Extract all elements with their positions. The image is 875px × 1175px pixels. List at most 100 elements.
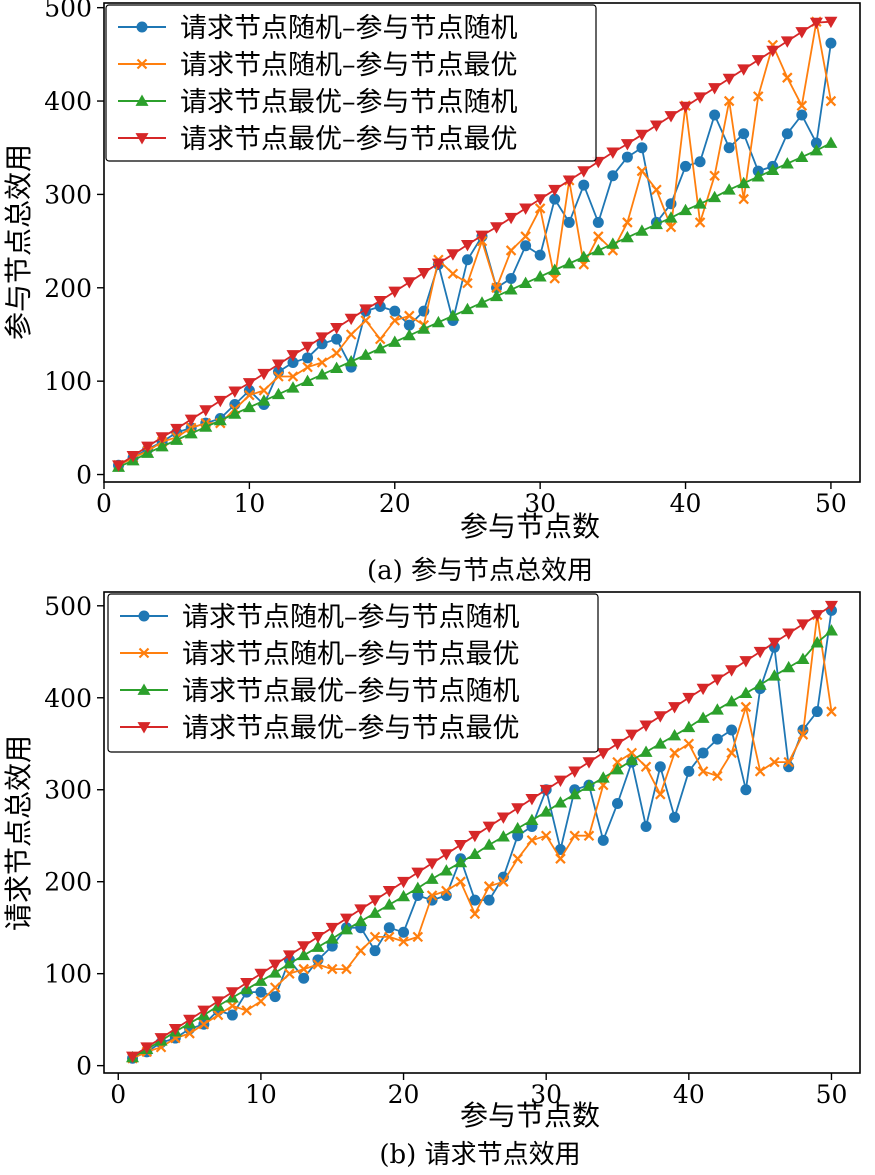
data-point	[496, 812, 510, 824]
data-point	[694, 156, 706, 168]
plot-frame	[103, 591, 861, 1074]
data-point	[635, 224, 649, 236]
data-point	[286, 381, 300, 393]
data-point	[199, 420, 213, 432]
data-point	[126, 450, 140, 463]
data-point	[344, 313, 358, 326]
data-point	[796, 100, 808, 111]
data-point	[824, 624, 838, 636]
data-point	[539, 805, 553, 817]
data-point	[796, 619, 810, 631]
series-3	[112, 136, 838, 472]
data-point	[694, 217, 706, 228]
data-point	[651, 184, 662, 196]
data-point	[534, 203, 546, 214]
data-point	[653, 711, 667, 723]
data-point	[359, 348, 373, 360]
data-point	[726, 747, 737, 759]
legend: 请求节点随机–参与节点随机请求节点随机–参与节点最优请求节点最优–参与节点随机请…	[107, 593, 599, 753]
data-point	[697, 766, 709, 777]
data-point	[454, 855, 468, 868]
x-tick-label: 0	[110, 1080, 126, 1109]
data-point	[796, 109, 808, 121]
legend-marker	[137, 722, 151, 734]
x-axis-label: 参与节点数	[460, 1099, 600, 1132]
legend-entry: 请求节点最优–参与节点最优	[120, 713, 520, 744]
data-point	[582, 779, 596, 791]
data-point	[298, 972, 310, 984]
legend-marker	[138, 647, 150, 659]
data-point	[483, 894, 495, 906]
data-point	[533, 194, 547, 206]
data-point	[568, 787, 582, 800]
data-point	[636, 142, 648, 154]
x-tick-label: 30	[530, 1080, 562, 1109]
data-point	[553, 796, 567, 808]
data-point	[511, 803, 525, 815]
legend-entry: 请求节点最优–参与节点随机	[118, 87, 518, 118]
data-point	[298, 963, 309, 975]
data-point	[708, 190, 722, 203]
data-point	[359, 304, 373, 316]
data-point	[683, 765, 695, 777]
x-tick-label: 0	[96, 489, 112, 518]
data-point	[431, 315, 445, 328]
data-point	[568, 766, 582, 778]
y-tick-label: 400	[44, 684, 92, 713]
data-point	[621, 151, 633, 163]
data-point	[640, 761, 652, 773]
data-point	[388, 286, 402, 299]
data-point	[339, 923, 353, 935]
data-point	[578, 179, 590, 191]
data-point	[411, 867, 425, 880]
data-point	[369, 945, 381, 957]
x-tick-label: 50	[816, 1080, 848, 1109]
data-point	[460, 239, 474, 252]
data-point	[680, 160, 692, 172]
data-point	[640, 821, 652, 833]
data-point	[417, 322, 431, 334]
data-point	[368, 906, 382, 918]
data-point	[766, 45, 780, 58]
data-point	[425, 858, 439, 870]
data-point	[620, 139, 634, 151]
data-point	[330, 323, 344, 335]
data-point	[282, 957, 296, 969]
data-point	[316, 338, 328, 350]
data-point	[606, 237, 620, 249]
data-point	[244, 389, 255, 401]
data-point	[693, 92, 707, 104]
data-point	[525, 813, 539, 825]
data-point	[519, 203, 533, 215]
data-point	[697, 747, 709, 759]
data-point	[311, 932, 325, 944]
data-point	[271, 387, 285, 400]
data-point	[403, 319, 415, 331]
data-point	[577, 250, 591, 262]
data-point	[126, 1051, 140, 1063]
data-point	[782, 628, 796, 640]
data-point	[569, 830, 580, 841]
data-point	[184, 1028, 195, 1039]
data-point	[426, 890, 438, 901]
data-point	[242, 378, 256, 390]
data-point	[297, 941, 311, 953]
data-point	[302, 352, 314, 364]
data-point	[454, 840, 468, 852]
data-point	[722, 183, 736, 195]
legend-box	[105, 4, 597, 162]
data-point	[781, 128, 793, 140]
data-point	[753, 678, 767, 690]
data-point	[240, 977, 254, 990]
y-tick-label: 500	[44, 0, 92, 23]
data-point	[553, 775, 567, 788]
data-point	[255, 995, 267, 1007]
x-tick-label: 30	[524, 489, 556, 518]
data-point	[710, 674, 724, 686]
data-point	[592, 216, 604, 228]
data-point	[639, 745, 653, 757]
data-point	[311, 940, 325, 952]
data-point	[402, 277, 416, 289]
data-point	[649, 120, 663, 132]
